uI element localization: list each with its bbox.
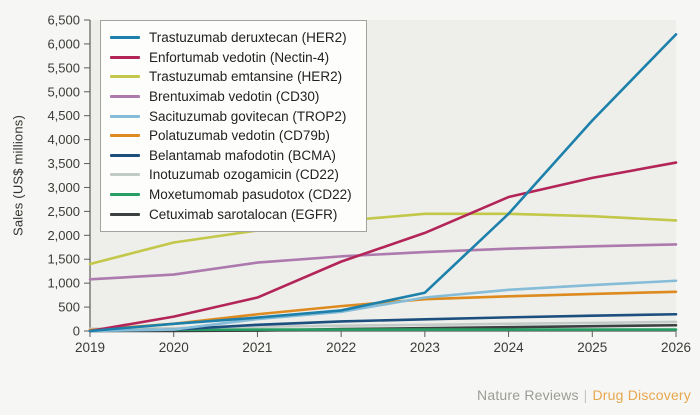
- x-axis-tick-label: 2019: [75, 340, 105, 355]
- y-axis-tick-label: 3,000: [47, 180, 80, 195]
- x-axis-tick-label: 2022: [326, 340, 356, 355]
- legend-item-label: Trastuzumab emtansine (HER2): [149, 69, 343, 85]
- legend-item-label: Cetuximab sarotalocan (EGFR): [149, 206, 338, 222]
- series-line: [88, 243, 678, 281]
- y-axis-tick-label: 3,500: [47, 156, 80, 171]
- legend-item-label: Belantamab mafodotin (BCMA): [149, 147, 336, 163]
- legend-item: Brentuximab vedotin (CD30): [110, 87, 352, 107]
- legend-swatch-icon: [110, 36, 140, 40]
- series-line: [88, 212, 678, 266]
- legend-item: Polatuzumab vedotin (CD79b): [110, 126, 352, 146]
- legend-swatch-icon: [110, 75, 140, 79]
- legend-item: Inotuzumab ozogamicin (CD22): [110, 165, 352, 185]
- legend-item-label: Enfortumab vedotin (Nectin-4): [149, 49, 330, 65]
- y-axis-tick-label: 500: [58, 300, 80, 315]
- x-axis-tick-label: 2024: [494, 340, 525, 355]
- series-line: [88, 161, 678, 333]
- y-axis-tick-label: 2,500: [47, 204, 80, 219]
- x-axis-tick-label: 2025: [577, 340, 607, 355]
- legend-swatch-icon: [110, 114, 140, 118]
- y-axis-title: Sales (US$ millions): [10, 114, 26, 237]
- x-axis-tick-label: 2021: [242, 340, 272, 355]
- legend-swatch-icon: [110, 173, 140, 177]
- legend-item: Trastuzumab deruxtecan (HER2): [110, 28, 352, 48]
- legend-item: Cetuximab sarotalocan (EGFR): [110, 204, 352, 224]
- legend-item-label: Polatuzumab vedotin (CD79b): [149, 128, 330, 144]
- legend-swatch-icon: [110, 212, 140, 216]
- legend-item: Trastuzumab emtansine (HER2): [110, 67, 352, 87]
- footer-journal-name: Nature Reviews: [477, 387, 579, 403]
- legend-swatch-icon: [110, 55, 140, 59]
- legend-item-label: Inotuzumab ozogamicin (CD22): [149, 167, 339, 183]
- legend-item: Enfortumab vedotin (Nectin-4): [110, 48, 352, 68]
- legend-swatch-icon: [110, 95, 140, 99]
- x-axis-tick-label: 2020: [159, 340, 189, 355]
- y-axis-tick-label: 5,000: [47, 84, 80, 99]
- legend-item-label: Trastuzumab deruxtecan (HER2): [149, 30, 347, 46]
- x-axis-tick-label: 2026: [661, 340, 691, 355]
- footer-separator: |: [583, 387, 588, 403]
- x-axis-tick-label: 2023: [410, 340, 440, 355]
- legend-item-label: Moxetumomab pasudotox (CD22): [149, 187, 352, 203]
- legend-item-label: Sacituzumab govitecan (TROP2): [149, 108, 347, 124]
- legend-box: Trastuzumab deruxtecan (HER2) Enfortumab …: [100, 20, 367, 232]
- footer-credit: Nature Reviews | Drug Discovery: [477, 387, 691, 403]
- y-axis-tick-label: 6,000: [47, 36, 80, 51]
- y-axis-tick-label: 0: [73, 324, 80, 339]
- legend-swatch-icon: [110, 193, 140, 197]
- y-axis-tick-label: 4,500: [47, 108, 80, 123]
- legend-item: Belantamab mafodotin (BCMA): [110, 146, 352, 166]
- y-axis-tick-label: 1,000: [47, 276, 80, 291]
- y-axis-tick-label: 4,000: [47, 132, 80, 147]
- legend-swatch-icon: [110, 134, 140, 138]
- y-axis-tick-label: 5,500: [47, 60, 80, 75]
- series-line: [88, 279, 678, 333]
- legend-swatch-icon: [110, 153, 140, 157]
- legend-item: Moxetumomab pasudotox (CD22): [110, 185, 352, 205]
- footer-journal-section: Drug Discovery: [592, 387, 691, 403]
- series-line: [88, 33, 678, 333]
- y-axis-tick-label: 1,500: [47, 252, 80, 267]
- y-axis-tick-label: 6,500: [47, 13, 80, 28]
- legend-item-label: Brentuximab vedotin (CD30): [149, 89, 320, 105]
- y-axis-tick-label: 2,000: [47, 228, 80, 243]
- legend-item: Sacituzumab govitecan (TROP2): [110, 106, 352, 126]
